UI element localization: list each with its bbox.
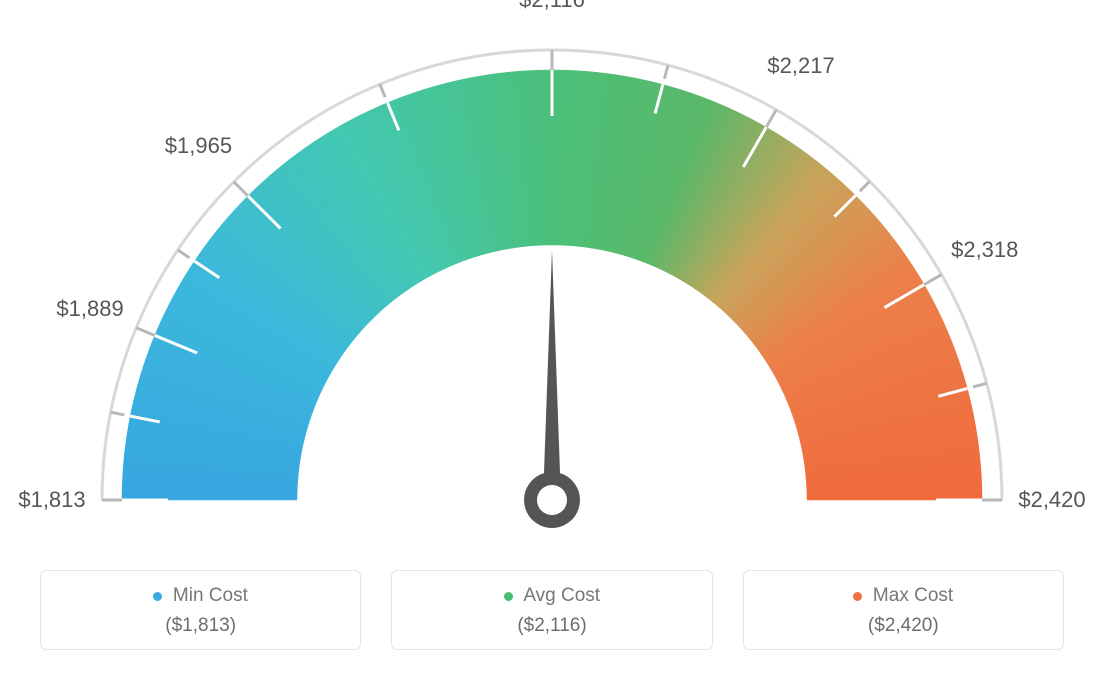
min-cost-header: Min Cost [41,585,360,607]
max-cost-dot [853,592,862,601]
gauge-scale-tick [973,383,987,387]
gauge-scale-tick [765,110,776,129]
gauge-scale-tick [380,84,385,97]
gauge-scale-label: $2,217 [767,53,834,79]
gauge-scale-label: $1,813 [18,487,85,513]
min-cost-title: Min Cost [173,585,248,606]
gauge-scale-tick [664,65,668,79]
gauge-scale-tick [136,328,156,336]
gauge-scale-label: $2,420 [1018,487,1085,513]
gauge-scale-tick [922,275,941,286]
gauge-scale-tick [178,250,190,258]
gauge-scale-tick [111,412,125,415]
chart-root: $1,813 $1,889 $1,965 $2,116 $2,217 $2,318 $2,4… [0,0,1104,690]
gauge-scale-tick [234,182,250,198]
avg-cost-title: Avg Cost [523,585,600,606]
avg-cost-card: Avg Cost ($2,116) [391,570,712,650]
avg-cost-header: Avg Cost [392,585,711,607]
avg-cost-dot [504,592,513,601]
gauge-scale-tick [860,181,870,191]
summary-cards: Min Cost ($1,813) Avg Cost ($2,116) Max … [0,570,1104,650]
gauge-area: $1,813 $1,889 $1,965 $2,116 $2,217 $2,318 $2,4… [0,0,1104,560]
gauge-scale-label: $1,965 [165,133,232,159]
avg-cost-value: ($2,116) [392,615,711,637]
min-cost-card: Min Cost ($1,813) [40,570,361,650]
max-cost-header: Max Cost [744,585,1063,607]
gauge-needle-hub-hole [537,485,567,515]
min-cost-dot [153,592,162,601]
gauge-scale-label: $2,116 [519,0,585,13]
max-cost-card: Max Cost ($2,420) [743,570,1064,650]
max-cost-value: ($2,420) [744,615,1063,637]
max-cost-title: Max Cost [873,585,953,606]
gauge-scale-label: $2,318 [951,237,1018,263]
gauge-scale-label: $1,889 [56,296,123,322]
gauge-svg [0,0,1104,560]
min-cost-value: ($1,813) [41,615,360,637]
gauge-needle [543,250,561,500]
